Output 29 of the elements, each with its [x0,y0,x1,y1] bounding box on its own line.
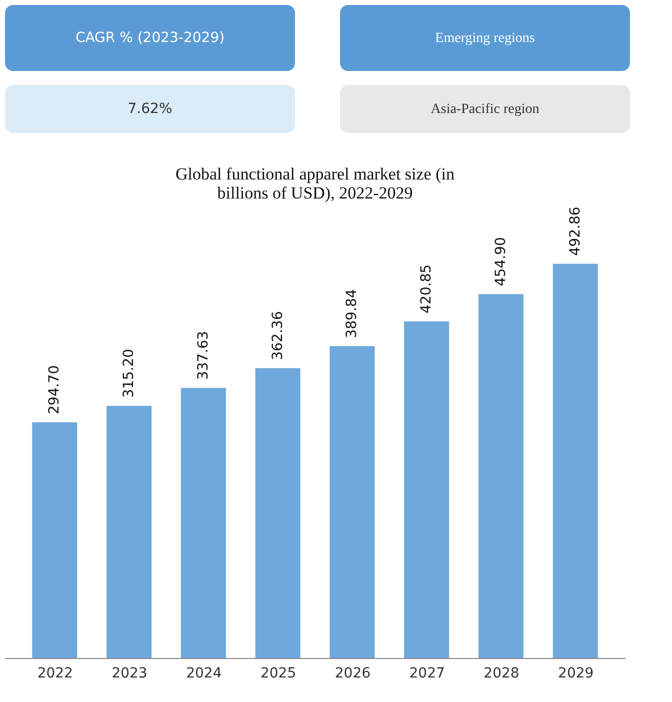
data-label: 337.63 [195,330,212,380]
data-label: 454.90 [492,237,509,286]
text: Asia-Pacific region [430,102,540,117]
x-tick-label: 2029 [558,666,594,682]
data-label: 315.20 [121,348,138,398]
x-tick-label: 2026 [334,666,371,682]
x-tick-label: 2023 [112,666,148,682]
data-label: 294.70 [46,365,63,414]
bar [404,321,450,658]
x-tick-label: 2028 [484,666,520,682]
data-label: 492.86 [567,206,584,256]
x-tick-label: 2025 [260,666,296,682]
x-tick-label: 2022 [37,666,73,682]
data-label: 362.36 [270,311,286,360]
chart-title: Global functional apparel market size (in billions of USD), 2022-2029 [176,164,455,203]
bar [255,368,300,658]
x-tick-label: 2024 [186,666,222,682]
bar [552,264,598,658]
bar [32,422,78,658]
text: 7.62% [128,101,172,117]
data-label: 420.85 [418,264,435,314]
text: Emerging regions [435,31,535,46]
x-tick-label: 2027 [409,666,445,682]
bar [330,346,375,658]
bar [180,388,226,658]
text: CAGR % (2023-2029) [75,30,225,46]
bar [478,294,524,658]
data-label: 389.84 [344,289,360,338]
bar [106,406,152,658]
